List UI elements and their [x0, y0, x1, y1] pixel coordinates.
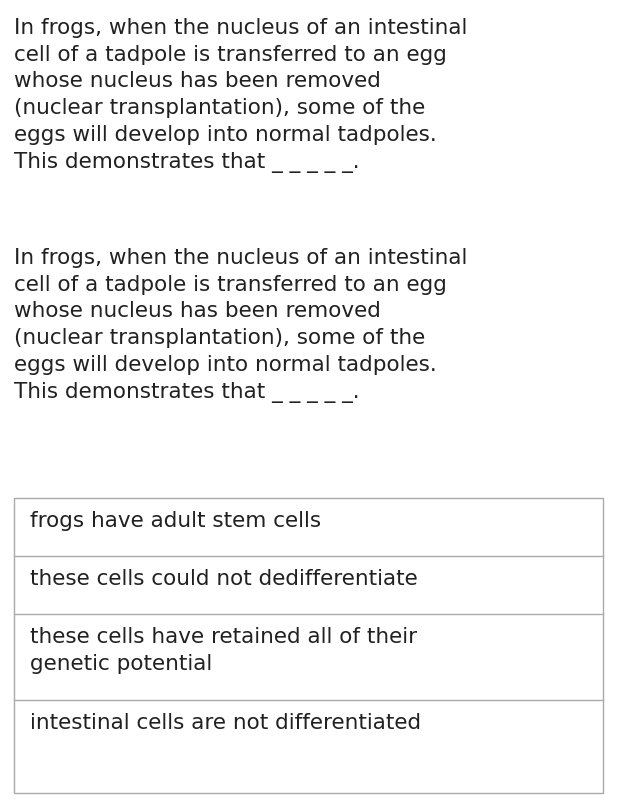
Text: these cells could not dedifferentiate: these cells could not dedifferentiate	[30, 569, 418, 589]
Text: these cells have retained all of their
genetic potential: these cells have retained all of their g…	[30, 627, 417, 674]
Text: In frogs, when the nucleus of an intestinal
cell of a tadpole is transferred to : In frogs, when the nucleus of an intesti…	[14, 248, 467, 403]
Text: frogs have adult stem cells: frogs have adult stem cells	[30, 511, 321, 531]
Text: In frogs, when the nucleus of an intestinal
cell of a tadpole is transferred to : In frogs, when the nucleus of an intesti…	[14, 18, 467, 173]
Text: intestinal cells are not differentiated: intestinal cells are not differentiated	[30, 713, 421, 733]
Bar	[14, 498, 603, 793]
